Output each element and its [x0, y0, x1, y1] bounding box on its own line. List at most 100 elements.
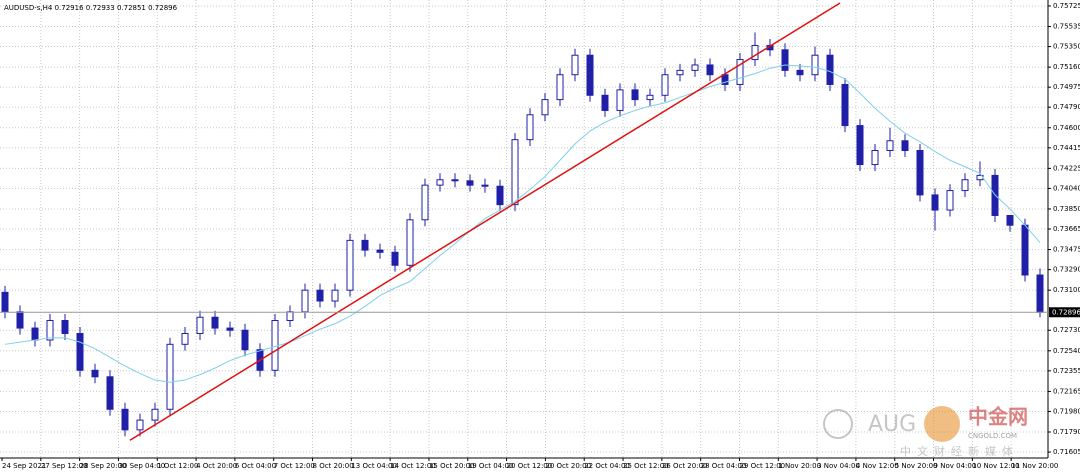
x-tick-label: 24 Sep 2021: [2, 462, 46, 470]
candle-body: [751, 44, 759, 61]
candle-body: [706, 64, 714, 76]
y-tick-label: 0.75535: [1053, 23, 1080, 31]
grid: [0, 0, 1048, 458]
y-tick-label: 0.71980: [1053, 407, 1080, 415]
candle-body: [226, 327, 234, 331]
candle-body: [406, 219, 414, 266]
candle-body: [286, 311, 294, 321]
x-tick-label: 13 Oct 04:00: [351, 462, 397, 470]
candle-body: [856, 125, 864, 166]
logo: [924, 406, 960, 442]
candle-body: [151, 408, 159, 421]
candle-body: [346, 239, 354, 291]
x-tick-label: 10 Nov 12:00: [972, 462, 1019, 470]
candle-body: [391, 251, 399, 266]
candle-body: [931, 194, 939, 211]
x-tick-label: 5 Nov 20:00: [895, 462, 938, 470]
y-tick-label: 0.71605: [1053, 448, 1080, 456]
y-tick-label: 0.72165: [1053, 387, 1080, 395]
candle-body: [841, 83, 849, 127]
candle-body: [736, 59, 744, 85]
candle-body: [16, 311, 24, 329]
candle-body: [361, 239, 369, 251]
x-tick-label: 28 Oct 04:00: [701, 462, 747, 470]
candle-body: [691, 64, 699, 71]
x-tick-label: 4 Oct 20:00: [196, 462, 237, 470]
y-tick-label: 0.73850: [1053, 205, 1080, 213]
x-tick-label: 30 Sep 04:00: [118, 462, 165, 470]
y-tick-label: 0.75725: [1053, 2, 1080, 10]
y-tick-label: 0.74600: [1053, 124, 1080, 132]
y-tick-label: 0.74790: [1053, 103, 1080, 111]
candle-body: [586, 54, 594, 96]
x-tick-label: 28 Sep 20:00: [80, 462, 127, 470]
candle-body: [901, 140, 909, 152]
y-tick-label: 0.75160: [1053, 63, 1080, 71]
candle-body: [556, 74, 564, 101]
y-tick-label: 0.74415: [1053, 144, 1080, 152]
candle-body: [676, 69, 684, 76]
candle-body: [91, 369, 99, 378]
candle-body: [181, 332, 189, 345]
candle-body: [46, 319, 54, 341]
candle-body: [631, 89, 639, 101]
x-tick-label: 20 Oct 12:00: [507, 462, 553, 470]
y-tick-label: 0.74040: [1053, 184, 1080, 192]
candle-body: [481, 184, 489, 187]
candle-body: [511, 139, 519, 206]
plot: [1, 2, 1044, 441]
watermark-site: CNGOLD.COM: [968, 432, 1017, 440]
candle-body: [616, 89, 624, 111]
last-price-box: [1049, 307, 1080, 318]
y-tick-label: 0.74975: [1053, 83, 1080, 91]
candle-body: [961, 179, 969, 192]
x-tick-label: 29 Oct 12:00: [739, 462, 785, 470]
candle-body: [916, 150, 924, 196]
candle-body: [316, 289, 324, 302]
x-tick-label: 9 Nov 04:00: [934, 462, 977, 470]
y-tick-label: 0.72355: [1053, 367, 1080, 375]
watermark: AUG 中金网 CNGOLD.COM 中文财经新媒体: [823, 405, 1028, 458]
wechat-icon: [823, 409, 853, 439]
chart-title: AUDUSD-s,H4 0.72916 0.72933 0.72851 0.72…: [4, 4, 178, 12]
candle-body: [121, 408, 129, 431]
candle-body: [61, 319, 69, 334]
candle-body: [106, 376, 114, 410]
x-tick-label: 25 Oct 12:00: [623, 462, 669, 470]
candle-body: [241, 329, 249, 351]
last-price-label: 0.72896: [1052, 308, 1080, 316]
candle-body: [796, 69, 804, 76]
candle-body: [871, 150, 879, 166]
candle-body: [811, 54, 819, 76]
candle-body: [661, 74, 669, 96]
candle-body: [31, 327, 39, 341]
watermark-brand: 中金网: [968, 405, 1028, 429]
x-tick-label: 15 Oct 20:00: [429, 462, 475, 470]
candle-body: [196, 316, 204, 334]
x-tick-label: 3 Nov 04:00: [817, 462, 860, 470]
candle-body: [376, 249, 384, 253]
y-tick-label: 0.75350: [1053, 43, 1080, 51]
x-tick-label: 1 Nov 20:00: [778, 462, 821, 470]
candle-body: [1036, 274, 1044, 313]
candle-body: [136, 419, 144, 431]
y-tick-label: 0.72730: [1053, 326, 1080, 334]
candle-body: [166, 343, 174, 410]
x-tick-label: 7 Oct 12:00: [274, 462, 315, 470]
candle-body: [451, 179, 459, 182]
y-tick-label: 0.74225: [1053, 164, 1080, 172]
x-tick-label: 22 Oct 04:00: [584, 462, 630, 470]
candle-body: [1, 291, 9, 313]
candle-body: [646, 94, 654, 101]
candle-body: [571, 54, 579, 76]
candle-body: [1006, 214, 1014, 226]
x-tick-label: 8 Oct 20:00: [313, 462, 354, 470]
watermark-text: AUG: [868, 412, 916, 437]
candle-body: [1021, 224, 1029, 276]
candle-body: [826, 54, 834, 85]
candle-body: [526, 114, 534, 141]
x-tick-label: 14 Oct 12:00: [390, 462, 436, 470]
y-tick-label: 0.73665: [1053, 225, 1080, 233]
